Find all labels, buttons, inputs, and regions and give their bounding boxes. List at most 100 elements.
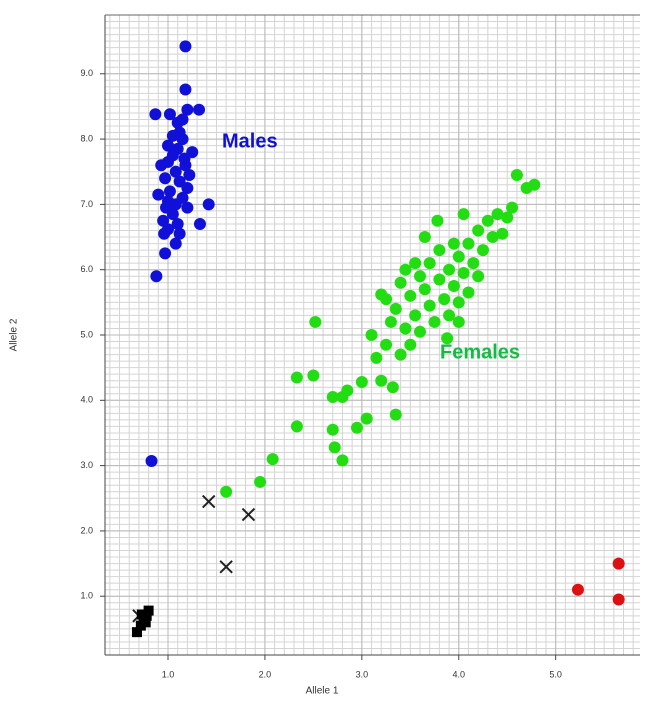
point <box>169 237 182 250</box>
point <box>181 182 194 195</box>
point <box>510 169 523 181</box>
point <box>307 369 320 382</box>
point <box>159 172 172 185</box>
point <box>386 381 399 394</box>
series-label: Males <box>222 130 278 152</box>
y-tick-label: 9.0 <box>80 68 93 78</box>
point <box>418 283 431 296</box>
point <box>481 214 494 227</box>
point <box>462 286 475 299</box>
point <box>418 231 431 244</box>
point <box>389 408 402 421</box>
point <box>152 188 165 201</box>
point <box>163 108 176 121</box>
point <box>496 227 509 240</box>
point <box>161 195 174 208</box>
x-tick-label: 2.0 <box>259 669 272 679</box>
point <box>447 280 460 293</box>
point <box>443 263 456 276</box>
point <box>161 139 174 152</box>
point <box>341 384 354 397</box>
point <box>350 421 363 434</box>
y-tick-label: 1.0 <box>80 591 93 601</box>
point <box>266 453 279 466</box>
point <box>409 257 422 270</box>
point <box>384 315 397 328</box>
point <box>438 293 451 306</box>
point <box>202 198 215 211</box>
point <box>413 325 426 338</box>
point <box>150 270 163 283</box>
point <box>452 250 465 263</box>
point <box>476 244 489 257</box>
point <box>169 165 182 178</box>
point <box>328 441 341 454</box>
x-tick-label: 1.0 <box>162 669 175 679</box>
point <box>173 227 186 240</box>
point <box>452 315 465 328</box>
point <box>612 557 625 570</box>
point <box>413 270 426 283</box>
point <box>176 133 189 146</box>
point <box>404 289 417 302</box>
point <box>326 391 339 404</box>
point <box>399 322 412 335</box>
point <box>394 348 407 361</box>
y-tick-label: 3.0 <box>80 460 93 470</box>
point <box>183 169 196 181</box>
y-tick-label: 5.0 <box>80 329 93 339</box>
point <box>219 560 233 574</box>
point <box>452 296 465 309</box>
point <box>472 270 485 283</box>
point <box>193 217 206 230</box>
point <box>375 374 388 387</box>
point <box>171 217 184 230</box>
point <box>145 455 158 468</box>
point <box>389 302 402 315</box>
point <box>158 227 171 240</box>
point <box>336 454 349 467</box>
point <box>443 309 456 322</box>
point <box>309 315 322 328</box>
point <box>176 113 189 126</box>
point <box>136 609 147 620</box>
point <box>404 338 417 351</box>
point <box>399 263 412 276</box>
point <box>179 40 192 53</box>
point <box>431 214 444 227</box>
point <box>241 507 256 522</box>
point <box>612 593 625 606</box>
series-label: Females <box>440 341 520 363</box>
point <box>423 299 436 312</box>
point <box>365 329 378 341</box>
y-tick-label: 2.0 <box>80 525 93 535</box>
point <box>467 257 480 270</box>
y-axis-label: Allele 2 <box>9 318 20 351</box>
point <box>143 605 154 616</box>
y-tick-label: 4.0 <box>80 395 93 405</box>
point <box>380 293 393 306</box>
x-tick-label: 4.0 <box>453 669 466 679</box>
point <box>380 338 393 351</box>
point <box>528 178 541 191</box>
point <box>149 108 162 121</box>
point <box>140 617 151 628</box>
point <box>394 276 407 289</box>
point <box>506 201 519 214</box>
point <box>486 231 499 244</box>
point <box>441 332 454 345</box>
point <box>355 376 368 389</box>
point <box>290 371 303 384</box>
point <box>166 208 179 221</box>
point <box>220 485 233 498</box>
point <box>181 103 194 116</box>
point <box>423 257 436 270</box>
point <box>457 208 470 221</box>
point <box>290 420 303 433</box>
point <box>201 494 216 509</box>
y-tick-label: 8.0 <box>80 133 93 143</box>
point <box>193 103 206 116</box>
point <box>159 247 172 260</box>
point <box>178 152 191 165</box>
